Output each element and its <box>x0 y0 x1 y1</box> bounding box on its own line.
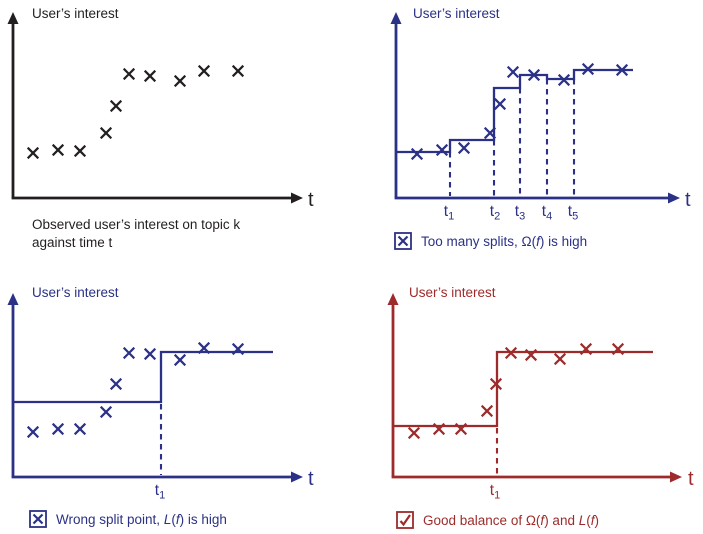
panel-too-many-splits: User’s interest t t1 t2 t3 t4 t5 Too many split… <box>351 0 703 267</box>
data-point <box>489 377 503 391</box>
data-point <box>231 64 245 78</box>
data-point <box>51 422 65 436</box>
x-axis-label: t <box>308 189 314 211</box>
x-mark-icon <box>32 513 44 525</box>
y-axis-label: User’s interest <box>413 6 500 21</box>
legend-box <box>29 510 47 528</box>
data-point <box>611 342 625 356</box>
tick-label: t1 <box>155 482 165 502</box>
x-axis-arrow <box>291 471 303 483</box>
data-point <box>504 346 518 360</box>
data-point <box>109 377 123 391</box>
data-point <box>483 126 497 140</box>
data-point <box>457 141 471 155</box>
x-axis-arrow <box>291 192 303 204</box>
panel-wrong-split-point-plot: User’s interest t t1 Wrong split point, L(f… <box>7 285 314 528</box>
data-point <box>143 347 157 361</box>
data-point <box>173 74 187 88</box>
x-axis-arrow <box>668 192 680 204</box>
data-point <box>454 422 468 436</box>
check-mark-icon <box>399 514 411 527</box>
data-point <box>553 352 567 366</box>
data-point <box>51 143 65 157</box>
data-point <box>493 97 507 111</box>
caption-text: Too many splits, Ω(f) is high <box>421 234 587 249</box>
x-axis-arrow <box>670 471 682 483</box>
x-axis-label: t <box>688 468 694 490</box>
y-axis-arrow <box>7 12 19 24</box>
data-point <box>122 67 136 81</box>
panel-observed: User’s interest t Observed user’s interest… <box>0 0 352 267</box>
data-point <box>73 144 87 158</box>
data-point <box>432 422 446 436</box>
caption-text: Good balance of Ω(f) and L(f) <box>423 513 599 528</box>
panel-observed-plot: User’s interest t Observed user’s interest… <box>7 6 314 250</box>
data-point <box>109 99 123 113</box>
tick-label: t5 <box>568 203 578 223</box>
data-point <box>410 147 424 161</box>
data-point <box>615 63 629 77</box>
panel-good-balance: User’s interest t t1 Good balance of Ω(f) a… <box>351 267 703 534</box>
step-function-line <box>396 68 633 154</box>
data-point <box>26 146 40 160</box>
panel-too-many-splits-plot: User’s interest t t1 t2 t3 t4 t5 Too many split… <box>390 6 691 250</box>
caption-text: against time t <box>32 235 113 250</box>
data-point <box>527 68 541 82</box>
y-axis-label: User’s interest <box>32 6 119 21</box>
y-axis-arrow <box>390 12 402 24</box>
data-point <box>99 405 113 419</box>
data-point <box>73 422 87 436</box>
x-mark-icon <box>397 235 409 247</box>
data-point <box>579 342 593 356</box>
step-function-line <box>13 350 273 404</box>
caption-text: Wrong split point, L(f) is high <box>56 512 227 527</box>
data-point <box>26 425 40 439</box>
data-point <box>480 404 494 418</box>
data-point <box>581 62 595 76</box>
x-axis-label: t <box>308 468 314 490</box>
y-axis-arrow <box>7 293 19 305</box>
data-point <box>122 346 136 360</box>
x-axis-label: t <box>685 189 691 211</box>
data-point <box>197 64 211 78</box>
data-point <box>197 341 211 355</box>
panel-good-balance-plot: User’s interest t t1 Good balance of Ω(f) a… <box>387 285 694 529</box>
panel-wrong-split-point: User’s interest t t1 Wrong split point, L(f… <box>0 267 352 534</box>
tick-label: t3 <box>515 203 525 223</box>
y-axis-label: User’s interest <box>409 285 496 300</box>
tick-label: t1 <box>490 482 500 502</box>
y-axis-arrow <box>387 293 399 305</box>
caption-text: Observed user’s interest on topic k <box>32 217 240 232</box>
step-function-line <box>393 350 653 428</box>
legend-box <box>394 232 412 250</box>
data-point <box>435 143 449 157</box>
data-point <box>231 342 245 356</box>
data-point <box>99 126 113 140</box>
tick-label: t2 <box>490 203 500 223</box>
data-point <box>173 353 187 367</box>
tick-label: t4 <box>542 203 552 223</box>
data-point <box>557 73 571 87</box>
tick-label: t1 <box>444 203 454 223</box>
data-point <box>506 65 520 79</box>
data-point <box>524 348 538 362</box>
data-point <box>143 69 157 83</box>
legend-box <box>396 511 414 529</box>
y-axis-label: User’s interest <box>32 285 119 300</box>
data-point <box>407 426 421 440</box>
